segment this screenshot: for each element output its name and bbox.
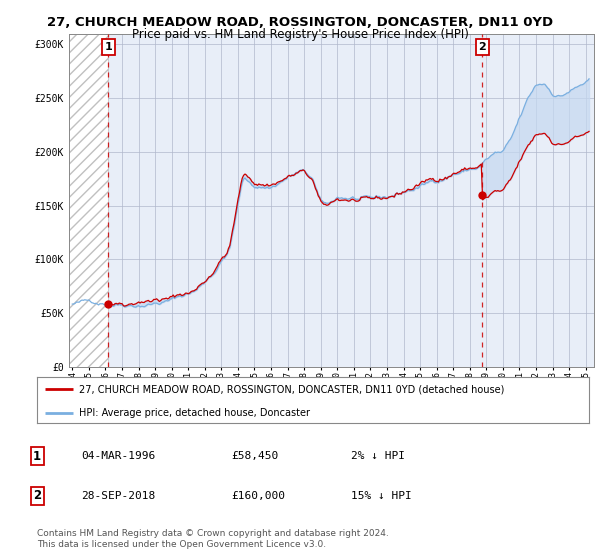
Text: HPI: Average price, detached house, Doncaster: HPI: Average price, detached house, Donc…	[79, 408, 310, 418]
Text: 15% ↓ HPI: 15% ↓ HPI	[351, 491, 412, 501]
Text: 2% ↓ HPI: 2% ↓ HPI	[351, 451, 405, 461]
Text: 28-SEP-2018: 28-SEP-2018	[81, 491, 155, 501]
Text: 27, CHURCH MEADOW ROAD, ROSSINGTON, DONCASTER, DN11 0YD (detached house): 27, CHURCH MEADOW ROAD, ROSSINGTON, DONC…	[79, 384, 504, 394]
Text: 27, CHURCH MEADOW ROAD, ROSSINGTON, DONCASTER, DN11 0YD: 27, CHURCH MEADOW ROAD, ROSSINGTON, DONC…	[47, 16, 553, 29]
Text: 1: 1	[104, 42, 112, 52]
Text: 2: 2	[33, 489, 41, 502]
Text: £160,000: £160,000	[231, 491, 285, 501]
Text: Contains HM Land Registry data © Crown copyright and database right 2024.
This d: Contains HM Land Registry data © Crown c…	[37, 529, 389, 549]
Text: 1: 1	[33, 450, 41, 463]
Text: 04-MAR-1996: 04-MAR-1996	[81, 451, 155, 461]
Text: 2: 2	[478, 42, 486, 52]
Text: £58,450: £58,450	[231, 451, 278, 461]
Text: Price paid vs. HM Land Registry's House Price Index (HPI): Price paid vs. HM Land Registry's House …	[131, 28, 469, 41]
